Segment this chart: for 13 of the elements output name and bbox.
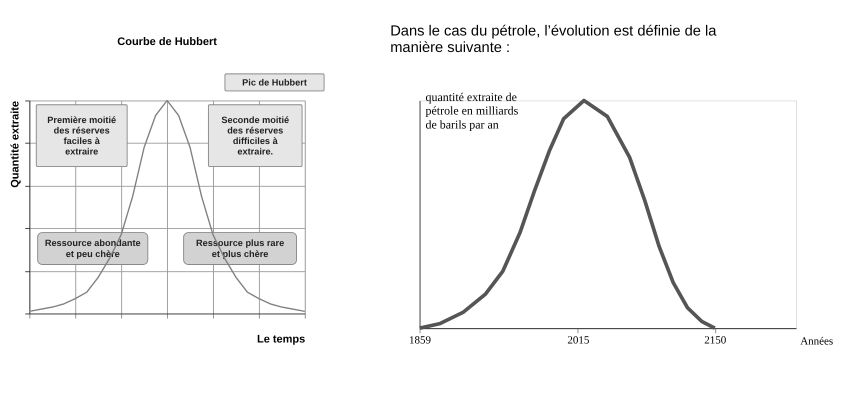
annotation: Seconde moitié des réserves difficiles à extraire. — [221, 114, 290, 156]
chart-title: Dans le cas du pétrole, l’évolution est définie de la manière suivante : — [390, 23, 718, 56]
x-tick-label: 1859 — [409, 334, 432, 346]
text: Pic de Hubbert — [242, 77, 307, 88]
annotation: Ressource abondante et peu chère — [44, 238, 141, 259]
x-axis-title: Le temps — [256, 333, 306, 346]
x-axis-title: Années — [800, 335, 834, 348]
chart-title: Courbe de Hubbert — [117, 36, 218, 48]
x-tick-label: 2015 — [567, 334, 590, 346]
annotation: Première moitié des réserves faciles à extraire — [47, 114, 116, 156]
y-axis-title: Quantité extraite — [9, 100, 22, 188]
x-tick-label: 2150 — [704, 334, 727, 346]
y-axis-title: quantité extraite de pétrole en milliards de barils par an — [426, 90, 519, 132]
